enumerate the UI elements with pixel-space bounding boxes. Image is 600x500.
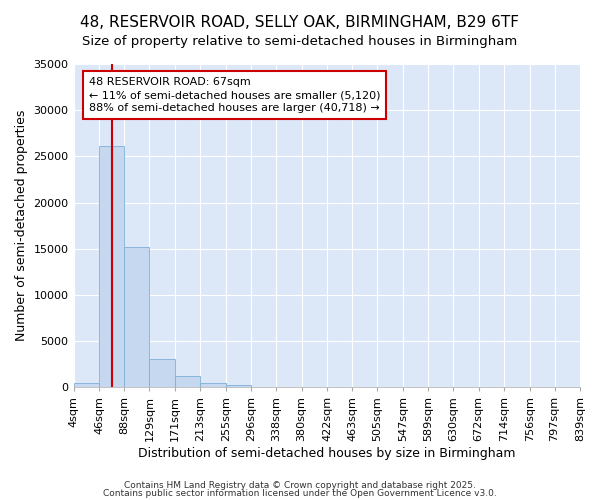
Y-axis label: Number of semi-detached properties: Number of semi-detached properties	[15, 110, 28, 342]
Text: Size of property relative to semi-detached houses in Birmingham: Size of property relative to semi-detach…	[82, 35, 518, 48]
Bar	[149, 358, 175, 388]
Text: 48 RESERVOIR ROAD: 67sqm
← 11% of semi-detached houses are smaller (5,120)
88% o: 48 RESERVOIR ROAD: 67sqm ← 11% of semi-d…	[89, 77, 380, 114]
Bar	[226, 384, 251, 388]
Bar	[74, 382, 99, 388]
Text: Contains HM Land Registry data © Crown copyright and database right 2025.: Contains HM Land Registry data © Crown c…	[124, 480, 476, 490]
Bar	[175, 376, 200, 388]
Text: 48, RESERVOIR ROAD, SELLY OAK, BIRMINGHAM, B29 6TF: 48, RESERVOIR ROAD, SELLY OAK, BIRMINGHA…	[80, 15, 520, 30]
Text: Contains public sector information licensed under the Open Government Licence v3: Contains public sector information licen…	[103, 489, 497, 498]
Bar	[200, 382, 226, 388]
Bar	[124, 247, 149, 388]
Bar	[99, 146, 124, 388]
X-axis label: Distribution of semi-detached houses by size in Birmingham: Distribution of semi-detached houses by …	[138, 447, 515, 460]
